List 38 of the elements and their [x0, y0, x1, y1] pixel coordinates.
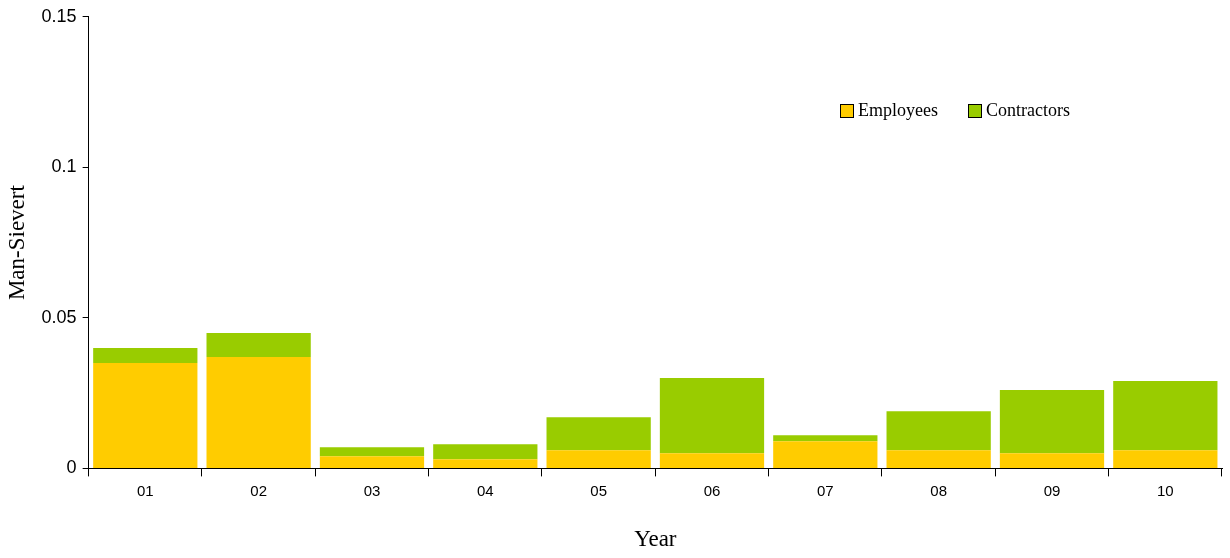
x-tick-label: 06 — [703, 481, 721, 499]
x-tick-label: 07 — [816, 481, 834, 499]
legend-label: Contractors — [986, 100, 1070, 121]
x-tick-label: 02 — [250, 481, 267, 499]
x-tick-label: 04 — [476, 481, 494, 499]
bar — [1113, 450, 1218, 468]
y-tick-label: 0.15 — [41, 5, 77, 26]
bar — [546, 417, 651, 451]
x-axis-title: Year — [634, 526, 677, 552]
bar — [659, 453, 765, 468]
y-tick-label: 0 — [66, 457, 77, 478]
x-tick-label: 08 — [930, 481, 947, 499]
bar — [319, 456, 425, 468]
bar — [433, 459, 538, 468]
bar — [93, 363, 198, 468]
bar — [1113, 381, 1218, 451]
bar — [206, 357, 311, 468]
bar — [319, 447, 425, 457]
bar — [773, 435, 878, 442]
x-tick-label: 10 — [1156, 481, 1174, 499]
bar — [433, 444, 538, 460]
x-tick-label: 05 — [590, 481, 607, 499]
bar — [659, 378, 765, 454]
bar — [999, 390, 1105, 454]
x-tick-label: 01 — [136, 481, 154, 499]
bar — [773, 441, 878, 468]
legend-label: Employees — [858, 100, 939, 121]
y-tick-label: 0.05 — [41, 306, 77, 327]
x-tick-label: 03 — [363, 481, 381, 499]
x-tick-label: 09 — [1043, 481, 1061, 499]
bar — [546, 450, 651, 468]
bar — [206, 332, 311, 358]
bar — [999, 453, 1105, 468]
y-tick-label: 0.1 — [51, 156, 77, 177]
bar — [886, 411, 991, 451]
bar — [93, 347, 198, 364]
y-axis-title: Man-Sievert — [3, 184, 29, 301]
bar — [886, 450, 991, 468]
